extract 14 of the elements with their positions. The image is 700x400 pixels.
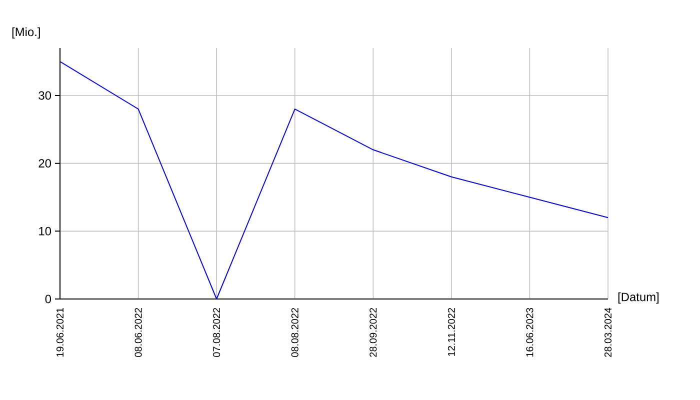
x-tick-label: 28.09.2022 (370, 308, 377, 357)
x-tick-label: 08.08.2022 (291, 308, 298, 357)
x-tick-label: 07.08.2022 (213, 308, 220, 357)
y-axis-title: [Mio.] (12, 27, 40, 38)
y-tick-label: 30 (38, 91, 52, 100)
x-tick-label: 08.06.2022 (134, 308, 142, 357)
x-tick-label: 16.06.2023 (526, 308, 534, 357)
x-axis-title: [Datum] (618, 292, 659, 304)
y-tick-label: 0 (45, 294, 52, 304)
x-tick-label: 28.03.2024 (604, 308, 612, 357)
x-tick-label: 12.11.2022 (448, 308, 455, 356)
y-tick-label: 10 (39, 226, 52, 236)
x-tick-label: 19.06.2021 (56, 308, 64, 357)
y-tick-label: 20 (38, 159, 52, 168)
